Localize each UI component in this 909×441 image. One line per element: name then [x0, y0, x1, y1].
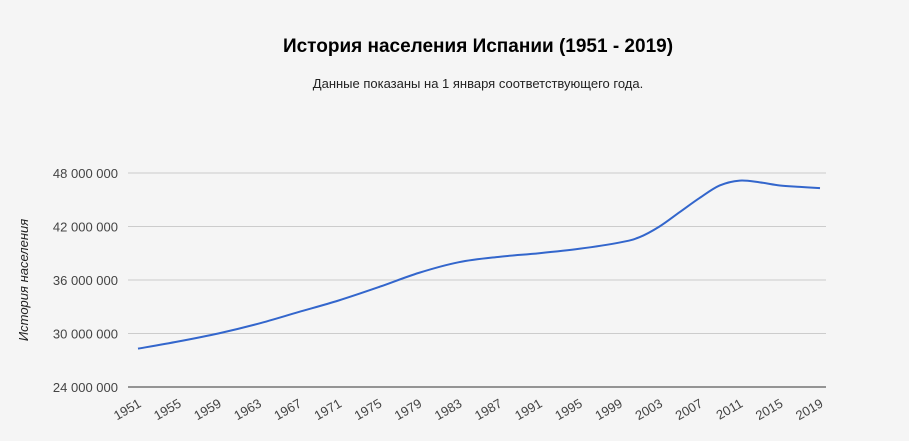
x-tick-label: 1979: [392, 396, 425, 423]
y-tick-label: 24 000 000: [53, 380, 118, 395]
x-tick-label: 1991: [512, 396, 545, 423]
series-line-0: [137, 179, 821, 350]
x-tick-label: 1955: [151, 396, 184, 423]
x-tick-label: 1983: [432, 396, 465, 423]
y-axis-label: История населения: [16, 219, 31, 341]
x-tick-label: 1975: [352, 396, 385, 423]
x-tick-label: 2019: [793, 396, 826, 423]
x-tick-label: 2015: [753, 396, 786, 423]
x-tick-label: 1987: [472, 396, 505, 423]
x-tick-label: 1999: [592, 396, 625, 423]
chart-title: История населения Испании (1951 - 2019): [283, 36, 673, 57]
x-tick-label: 1963: [231, 396, 264, 423]
x-tick-label: 1971: [312, 396, 345, 423]
x-tick-label: 2003: [632, 396, 665, 423]
x-tick-label: 1951: [111, 396, 144, 423]
series-layer: [137, 179, 821, 350]
x-axis-ticks: 1951 1955 1959 1963 1967 1971 1975 1979 1983 1987…: [111, 396, 826, 423]
x-tick-label: 1995: [552, 396, 585, 423]
x-tick-label: 2011: [714, 396, 746, 423]
y-tick-label: 48 000 000: [53, 166, 118, 181]
y-tick-label: 36 000 000: [53, 273, 118, 288]
x-tick-label: 1959: [191, 396, 224, 423]
y-tick-label: 42 000 000: [53, 220, 118, 235]
gridlines: [128, 172, 826, 388]
chart-subtitle: Данные показаны на 1 января соответствую…: [313, 76, 643, 91]
x-tick-label: 1967: [271, 396, 304, 423]
y-axis-ticks: 24 000 000 30 000 000 36 000 000 42 000 000…: [53, 166, 118, 395]
y-tick-label: 30 000 000: [53, 327, 118, 342]
x-tick-label: 2007: [673, 396, 706, 423]
